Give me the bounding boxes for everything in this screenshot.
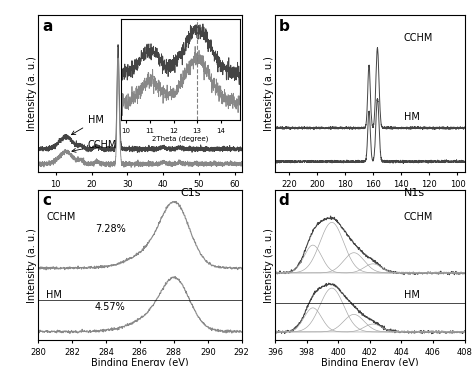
X-axis label: Binding Energy (eV): Binding Energy (eV) — [91, 358, 189, 366]
Text: a: a — [42, 19, 52, 34]
Text: CCHM: CCHM — [404, 33, 433, 44]
Text: 7.28%: 7.28% — [95, 224, 126, 234]
Text: N1s: N1s — [404, 188, 425, 198]
Text: 4.57%: 4.57% — [95, 302, 126, 312]
Y-axis label: Intensity (a. u.): Intensity (a. u.) — [27, 56, 36, 131]
Text: HM: HM — [72, 115, 104, 135]
Text: CCHM: CCHM — [72, 139, 118, 152]
X-axis label: 2Theta (degree): 2Theta (degree) — [100, 190, 179, 200]
Y-axis label: Intensity (a. u.): Intensity (a. u.) — [27, 228, 36, 303]
Y-axis label: Intensity (a. u.): Intensity (a. u.) — [264, 228, 273, 303]
X-axis label: Binding Energy (eV): Binding Energy (eV) — [321, 358, 419, 366]
Text: CCHM: CCHM — [46, 212, 75, 222]
Text: C1s: C1s — [181, 188, 201, 198]
Y-axis label: Intensity (a. u.): Intensity (a. u.) — [264, 56, 273, 131]
Text: HM: HM — [46, 290, 62, 300]
Text: HM: HM — [404, 112, 419, 122]
Text: HM: HM — [404, 290, 419, 300]
X-axis label: Chemical shift (ppm): Chemical shift (ppm) — [319, 190, 421, 200]
Text: d: d — [279, 193, 290, 208]
Text: CCHM: CCHM — [404, 212, 433, 222]
Text: b: b — [279, 19, 290, 34]
Text: c: c — [42, 193, 51, 208]
